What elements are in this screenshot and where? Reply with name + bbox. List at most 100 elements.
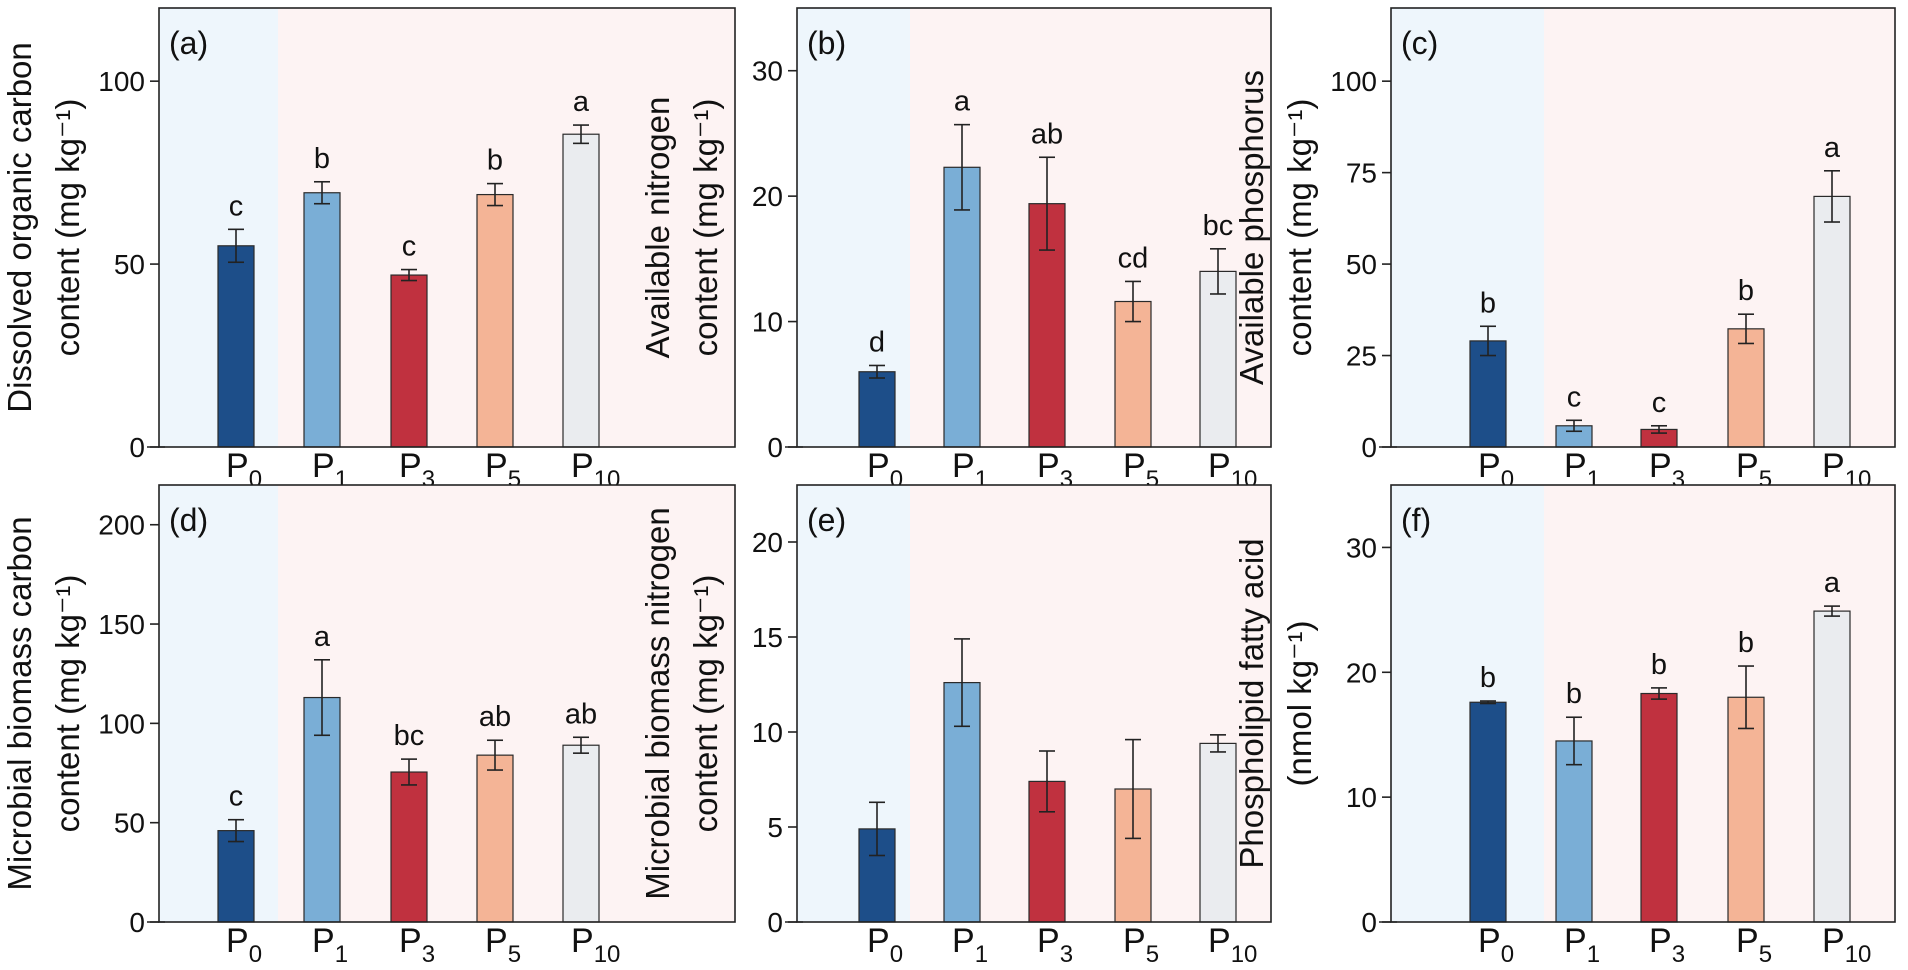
y-tick-label: 15 [752,622,783,653]
y-tick-label: 0 [129,432,145,463]
y-axis-title: Available phosphorus [1233,70,1270,385]
y-tick-label: 30 [1346,532,1377,563]
significance-letter: a [314,621,331,653]
y-axis-title: (nmol kg⁻¹) [1281,621,1318,787]
significance-letter: b [1566,678,1582,710]
error-bar [573,736,589,754]
significance-letter: b [1480,662,1496,694]
error-bar [1125,280,1141,323]
plot-frame [1390,484,1896,923]
error-bar [1738,665,1754,730]
bar-P0 [217,830,255,923]
y-tick-label: 0 [129,907,145,938]
significance-letter: ab [479,701,511,733]
significance-letter: b [1738,275,1754,307]
bar-P3 [390,771,428,923]
significance-letter: a [1824,132,1841,164]
panel-label: (a) [169,25,208,61]
x-category-label: P3 [1037,922,1073,968]
error-bar [1480,325,1496,357]
y-tick-label: 0 [1361,432,1377,463]
y-axis-title: content (mg kg⁻¹) [1281,99,1318,357]
y-tick-label: 50 [1346,249,1377,280]
x-category-label: P0 [226,922,262,968]
significance-letter: a [954,86,971,118]
plot-frame [796,7,1272,448]
plot-frame [158,484,736,923]
bar-P1 [943,166,981,448]
significance-letter: c [1652,387,1667,419]
error-bar [954,638,970,728]
significance-letter: ab [565,698,597,730]
error-bar [573,124,589,145]
significance-letter: a [1824,567,1841,599]
bar-P0 [858,371,896,448]
y-tick-label: 100 [1330,66,1377,97]
error-bar [1039,156,1055,251]
bar-P0 [1469,701,1507,923]
y-axis-title: content (mg kg⁻¹) [49,99,86,357]
panel-label: (b) [807,25,846,61]
y-axis-title: Phospholipid fatty acid [1233,538,1270,868]
x-category-label: P3 [1649,922,1685,968]
error-bar [1824,605,1840,617]
panel-label: (f) [1401,502,1431,538]
error-bar [869,801,885,857]
panel-label: (c) [1401,25,1438,61]
x-category-label: P1 [952,922,988,968]
y-tick-label: 0 [1361,907,1377,938]
y-tick-label: 10 [752,717,783,748]
error-bar [1738,313,1754,345]
error-bar [487,739,503,771]
significance-letter: c [1567,381,1582,413]
y-tick-label: 10 [752,307,783,338]
y-tick-label: 5 [767,812,783,843]
error-bar [1651,687,1667,700]
error-bar [1651,424,1667,434]
error-bar [1125,738,1141,840]
bar-P1 [303,192,341,448]
x-category-label: P0 [1478,922,1514,968]
panel-d: 0 50 100 150 200 c P0 a P1 bc P3 ab P5 ab P10 (d) Microb… [1,484,736,968]
y-tick-label: 20 [1346,657,1377,688]
significance-letter: a [573,86,590,118]
significance-letter: b [314,143,330,175]
y-tick-label: 200 [98,510,145,541]
error-bar [1566,419,1582,433]
y-axis-title: content (mg kg⁻¹) [687,99,724,357]
error-bar [1039,750,1055,813]
error-bar [401,758,417,786]
significance-letter: cd [1118,242,1149,274]
significance-letter: c [229,190,244,222]
bar-P10 [1199,270,1237,448]
bar-P10 [1813,610,1851,923]
significance-letter: b [487,145,503,177]
bar-P5 [476,754,514,923]
error-bar [401,268,417,282]
significance-letter: d [869,326,885,358]
y-tick-label: 75 [1346,158,1377,189]
x-category-label: P10 [571,922,620,968]
x-category-label: P5 [485,922,521,968]
y-tick-label: 10 [1346,782,1377,813]
error-bar [314,658,330,737]
bar-P1 [1555,740,1593,923]
y-tick-label: 0 [767,907,783,938]
significance-letter: b [1651,649,1667,681]
error-bar [954,123,970,211]
y-axis-title: content (mg kg⁻¹) [687,575,724,833]
error-bar [314,180,330,205]
x-category-label: P0 [867,922,903,968]
error-bar [1210,248,1226,295]
control-background [1391,8,1544,447]
panel-label: (d) [169,502,208,538]
bar-P10 [562,744,600,923]
y-axis-title: Microbial biomass carbon [1,516,38,890]
y-tick-label: 50 [114,808,145,839]
x-category-label: P5 [1123,922,1159,968]
y-tick-label: 25 [1346,341,1377,372]
error-bar [1824,169,1840,223]
y-axis-title: content (mg kg⁻¹) [49,575,86,833]
